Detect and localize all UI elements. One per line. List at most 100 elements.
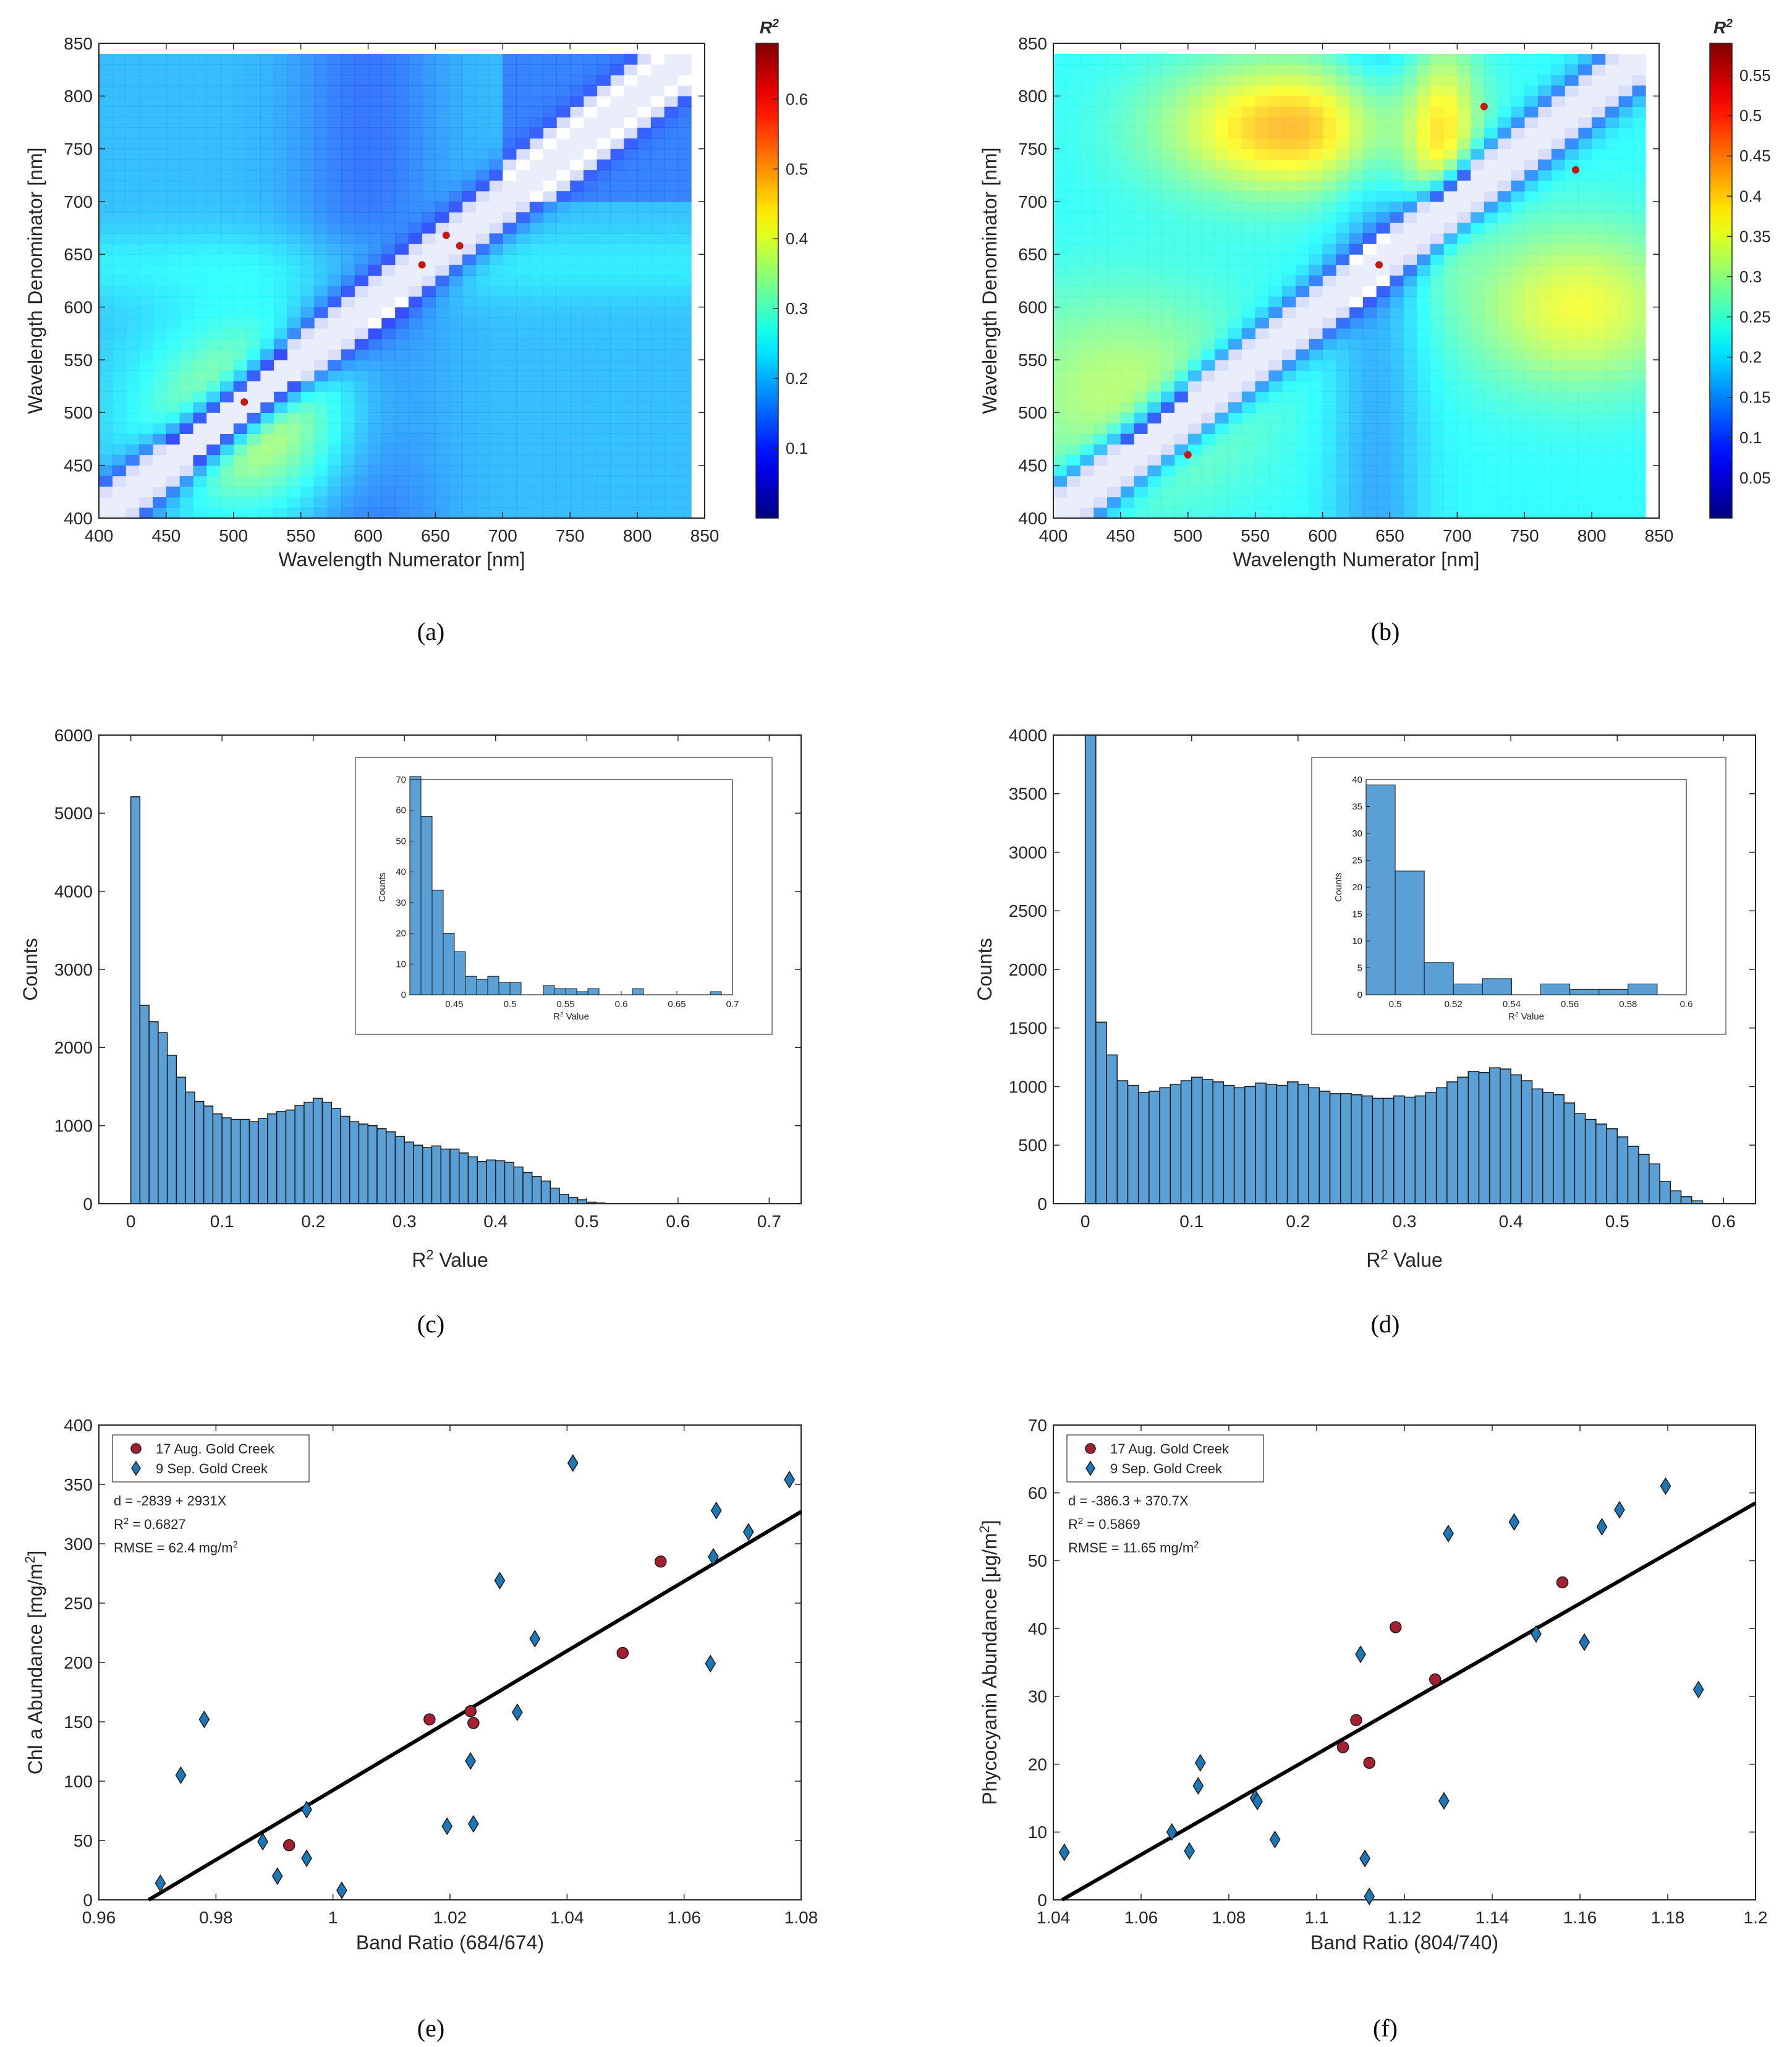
heatmap-cell [1497,486,1511,498]
histogram-bar [1223,1084,1235,1204]
heatmap-cell [1080,212,1094,223]
heatmap-cell [1497,286,1511,297]
heatmap-cell [543,138,557,150]
heatmap-cell [1228,169,1242,181]
heatmap-cell [529,370,544,381]
heatmap-cell [1255,233,1269,244]
heatmap-cell [1282,475,1296,487]
heatmap-cell [260,444,274,456]
heatmap-cell [1443,507,1458,519]
heatmap-cell [1147,475,1161,487]
heatmap-cell [395,370,409,381]
heatmap-cell [408,381,423,392]
heatmap-cell [1268,296,1283,308]
y-tick-label: 30 [1028,1687,1047,1706]
heatmap-cell [1228,54,1242,65]
heatmap-cell [1484,233,1498,244]
heatmap-cell [1282,138,1296,150]
heatmap-cell [1362,307,1377,318]
heatmap-cell [664,212,678,223]
heatmap-cell [1296,54,1310,65]
heatmap-cell [1632,486,1646,498]
heatmap-cell [1322,507,1336,519]
heatmap-cell [341,454,355,466]
heatmap-cell [1376,307,1390,318]
heatmap-cell [368,402,382,413]
heatmap-cell [1296,254,1310,265]
heatmap-cell [1471,148,1485,160]
heatmap-cell [1066,64,1081,75]
heatmap-cell [1471,244,1485,255]
heatmap-cell [1241,223,1256,234]
inset-x-axis-label-text: R [553,1011,560,1022]
heatmap-cell [1443,96,1458,107]
y-tick-label: 3000 [1009,843,1047,862]
heatmap-cell [1524,159,1539,171]
heatmap-cell [381,360,396,371]
heatmap-cell [1080,296,1094,308]
heatmap-cell [125,328,140,339]
heatmap-cell [1565,307,1579,318]
heatmap-cell [1417,75,1431,86]
heatmap-cell [233,381,248,392]
heatmap-cell [475,64,490,75]
heatmap-cell [139,317,153,329]
heatmap-cell [1565,328,1579,339]
heatmap-cell [1484,75,1498,86]
heatmap-cell [206,465,221,477]
heatmap-cell [664,180,678,192]
heatmap-cell [1053,423,1068,434]
heatmap-cell [1161,381,1175,392]
heatmap-cell [1053,180,1068,192]
heatmap-cell [1417,254,1431,265]
heatmap-cell [1147,296,1161,308]
heatmap-cell [1093,244,1108,255]
heatmap-cell [1390,75,1404,86]
heatmap-cell [1417,328,1431,339]
heatmap-cell [220,296,234,308]
heatmap-cell [1201,265,1215,276]
heatmap-cell [516,391,530,402]
heatmap-cell [1403,75,1417,86]
heatmap-cell [610,265,624,276]
heatmap-cell [1322,117,1336,129]
heatmap-cell [287,244,302,255]
heatmap-cell [1201,244,1215,255]
histogram-bar [1478,1072,1490,1204]
heatmap-cell [1592,265,1606,276]
heatmap-cell [139,328,153,339]
heatmap-cell [422,159,436,171]
heatmap-cell [1618,381,1633,392]
heatmap-cell [1309,254,1323,265]
heatmap-cell [624,286,638,297]
heatmap-cell [1511,64,1525,75]
heatmap-cell [664,317,678,329]
heatmap-cell [1471,381,1485,392]
heatmap-cell [193,169,207,181]
heatmap-cell [584,244,598,255]
heatmap-cell [610,117,624,129]
heatmap-cell [624,296,638,308]
heatmap-cell [1161,244,1175,255]
heatmap-cell [1430,265,1445,276]
heatmap-cell [1161,444,1175,456]
heatmap-cell [1605,202,1620,213]
heatmap-cell [1336,412,1350,423]
heatmap-cell [677,307,692,318]
heatmap-cell [1565,507,1579,519]
heatmap-cell [1174,96,1189,107]
heatmap-cell [462,317,477,329]
heatmap-cell [287,159,302,171]
heatmap-cell [328,317,342,329]
heatmap-cell [1430,212,1445,223]
heatmap-cell [1134,127,1148,139]
heatmap-cell [247,381,261,392]
heatmap-cell [1093,254,1108,265]
histogram-bar [139,1005,150,1204]
heatmap-cell [503,433,517,445]
heatmap-cell [1376,117,1390,129]
heatmap-cell [1551,423,1566,434]
heatmap-cell [341,496,355,508]
heatmap-cell [1134,190,1148,202]
y-axis-label: Wavelength Denominator [nm] [24,147,46,414]
